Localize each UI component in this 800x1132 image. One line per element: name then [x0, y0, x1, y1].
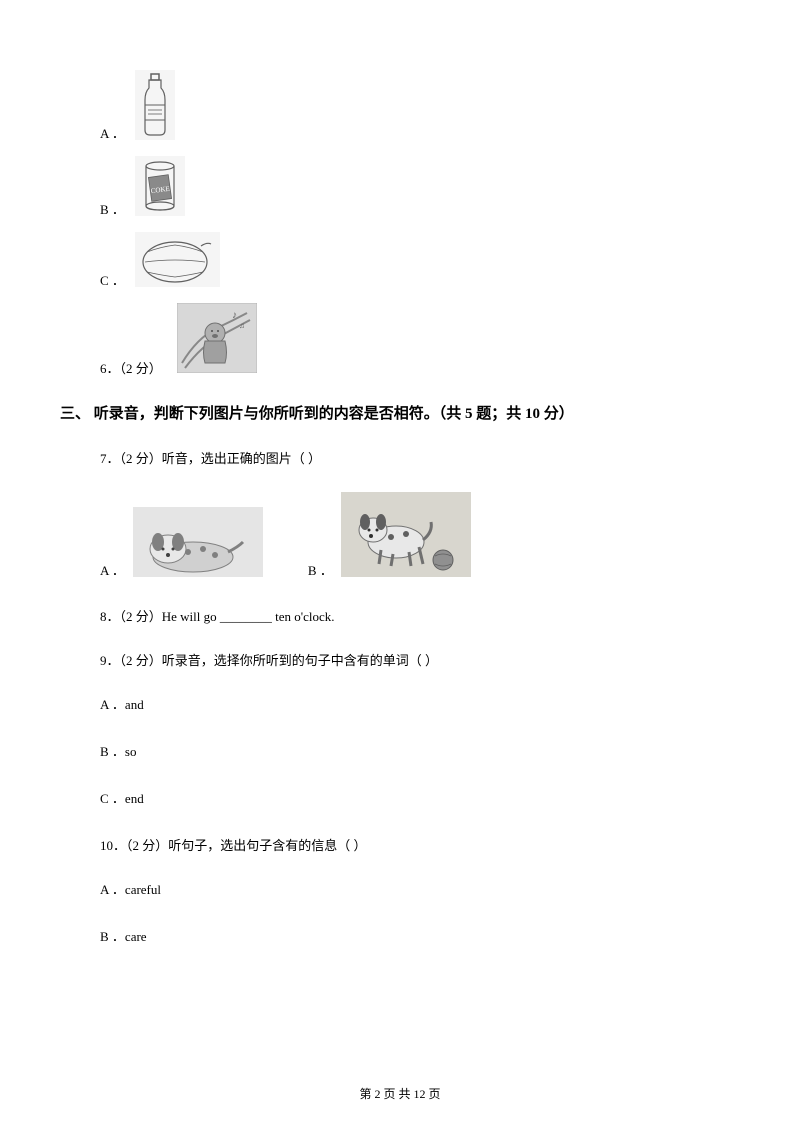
q7-option-a: A ． [100, 507, 263, 581]
q9-opt-a: A ．and [100, 694, 740, 713]
q10-options: A ．careful B ．care [100, 879, 740, 945]
boy-music-image: ♪ ♫ [177, 303, 257, 377]
q10-text: 10．（2 分）听句子，选出句子含有的信息（ ） [100, 835, 740, 854]
watermelon-image [135, 232, 220, 291]
q9-opt-b: B ．so [100, 741, 740, 760]
option-b-label: B ． [100, 199, 125, 218]
q7-images: A ． B ． [100, 492, 740, 581]
option-b-row: B ． COKE [100, 156, 740, 220]
q6-row: 6．（2 分） ♪ ♫ [100, 303, 740, 377]
page-footer: 第 2 页 共 12 页 [0, 1085, 800, 1102]
dog-lying-image [133, 507, 263, 581]
q7-text: 7．（2 分）听音，选出正确的图片（ ） [100, 448, 740, 467]
option-a-label: A ． [100, 123, 125, 142]
option-c-label: C ． [100, 270, 125, 289]
bottle-image [135, 70, 175, 144]
can-image: COKE [135, 156, 185, 220]
q8-text: 8．（2 分）He will go ________ ten o'clock. [100, 606, 740, 625]
q10-opt-a: A ．careful [100, 879, 740, 898]
svg-text:♫: ♫ [239, 321, 245, 330]
content-area: A ． B ． COKE C ． [100, 70, 740, 945]
option-c-row: C ． [100, 232, 740, 291]
section-3-title: 三、 听录音，判断下列图片与你所听到的内容是否相符。（共 5 题；共 10 分） [60, 402, 740, 423]
q9-opt-c: C ．end [100, 788, 740, 807]
q7-opta-label: A ． [100, 560, 125, 579]
q9-options: A ．and B ．so C ．end [100, 694, 740, 807]
q7-option-b: B ． [308, 492, 471, 581]
q10-opt-b: B ．care [100, 926, 740, 945]
q9-text: 9．（2 分）听录音，选择你所听到的句子中含有的单词（ ） [100, 650, 740, 669]
option-a-row: A ． [100, 70, 740, 144]
q6-label: 6．（2 分） [100, 358, 162, 377]
q7-optb-label: B ． [308, 560, 333, 579]
dog-ball-image [341, 492, 471, 581]
svg-text:♪: ♪ [232, 310, 237, 321]
